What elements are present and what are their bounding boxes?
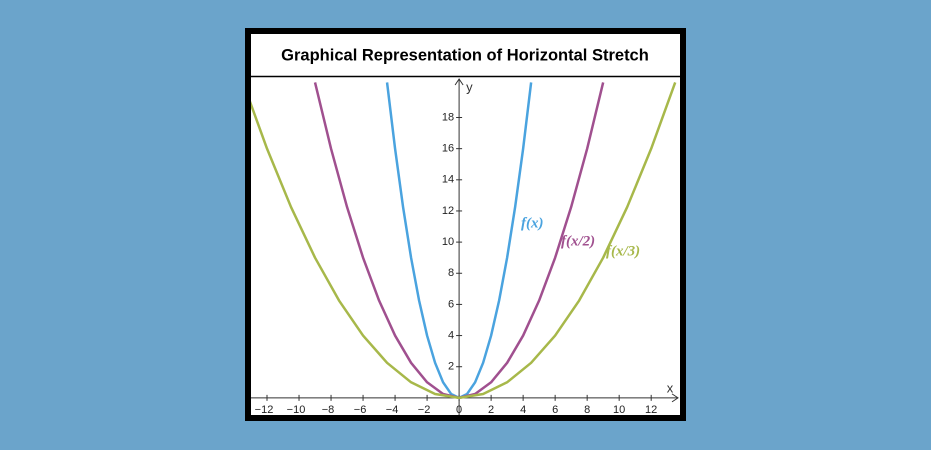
x-tick-label: −12 <box>255 404 274 416</box>
x-tick-label: −4 <box>386 404 399 416</box>
x-axis-arrow <box>671 393 679 403</box>
series-label: f(x) <box>521 215 544 231</box>
x-tick-label: −10 <box>287 404 306 416</box>
x-tick-label: 6 <box>552 404 558 416</box>
y-tick-label: 18 <box>442 111 454 123</box>
x-tick-label: 8 <box>584 404 590 416</box>
series-label: f(x/3) <box>606 243 640 259</box>
x-tick-label: 12 <box>645 404 657 416</box>
x-tick-label: −8 <box>322 404 335 416</box>
plot-area <box>251 82 677 400</box>
x-tick-label: 10 <box>613 404 625 416</box>
y-tick-label: 6 <box>448 298 454 310</box>
x-tick-label: −2 <box>418 404 431 416</box>
series-label: f(x/2) <box>561 233 595 249</box>
x-tick-label: 4 <box>520 404 526 416</box>
x-tick-label: 2 <box>488 404 494 416</box>
y-tick-label: 12 <box>442 205 454 217</box>
y-tick-label: 14 <box>442 174 454 186</box>
chart-title: Graphical Representation of Horizontal S… <box>281 46 649 64</box>
y-axis-arrow <box>454 78 464 86</box>
x-axis-label: x <box>667 380 674 395</box>
y-tick-label: 2 <box>448 361 454 373</box>
x-tick-label: 0 <box>456 404 462 416</box>
y-tick-label: 16 <box>442 143 454 155</box>
series-line <box>251 82 677 400</box>
frame <box>245 28 686 421</box>
x-tick-label: −6 <box>354 404 367 416</box>
y-tick-label: 10 <box>442 236 454 248</box>
y-axis-label: y <box>466 79 473 94</box>
y-tick-label: 8 <box>448 267 454 279</box>
y-tick-label: 4 <box>448 329 454 341</box>
